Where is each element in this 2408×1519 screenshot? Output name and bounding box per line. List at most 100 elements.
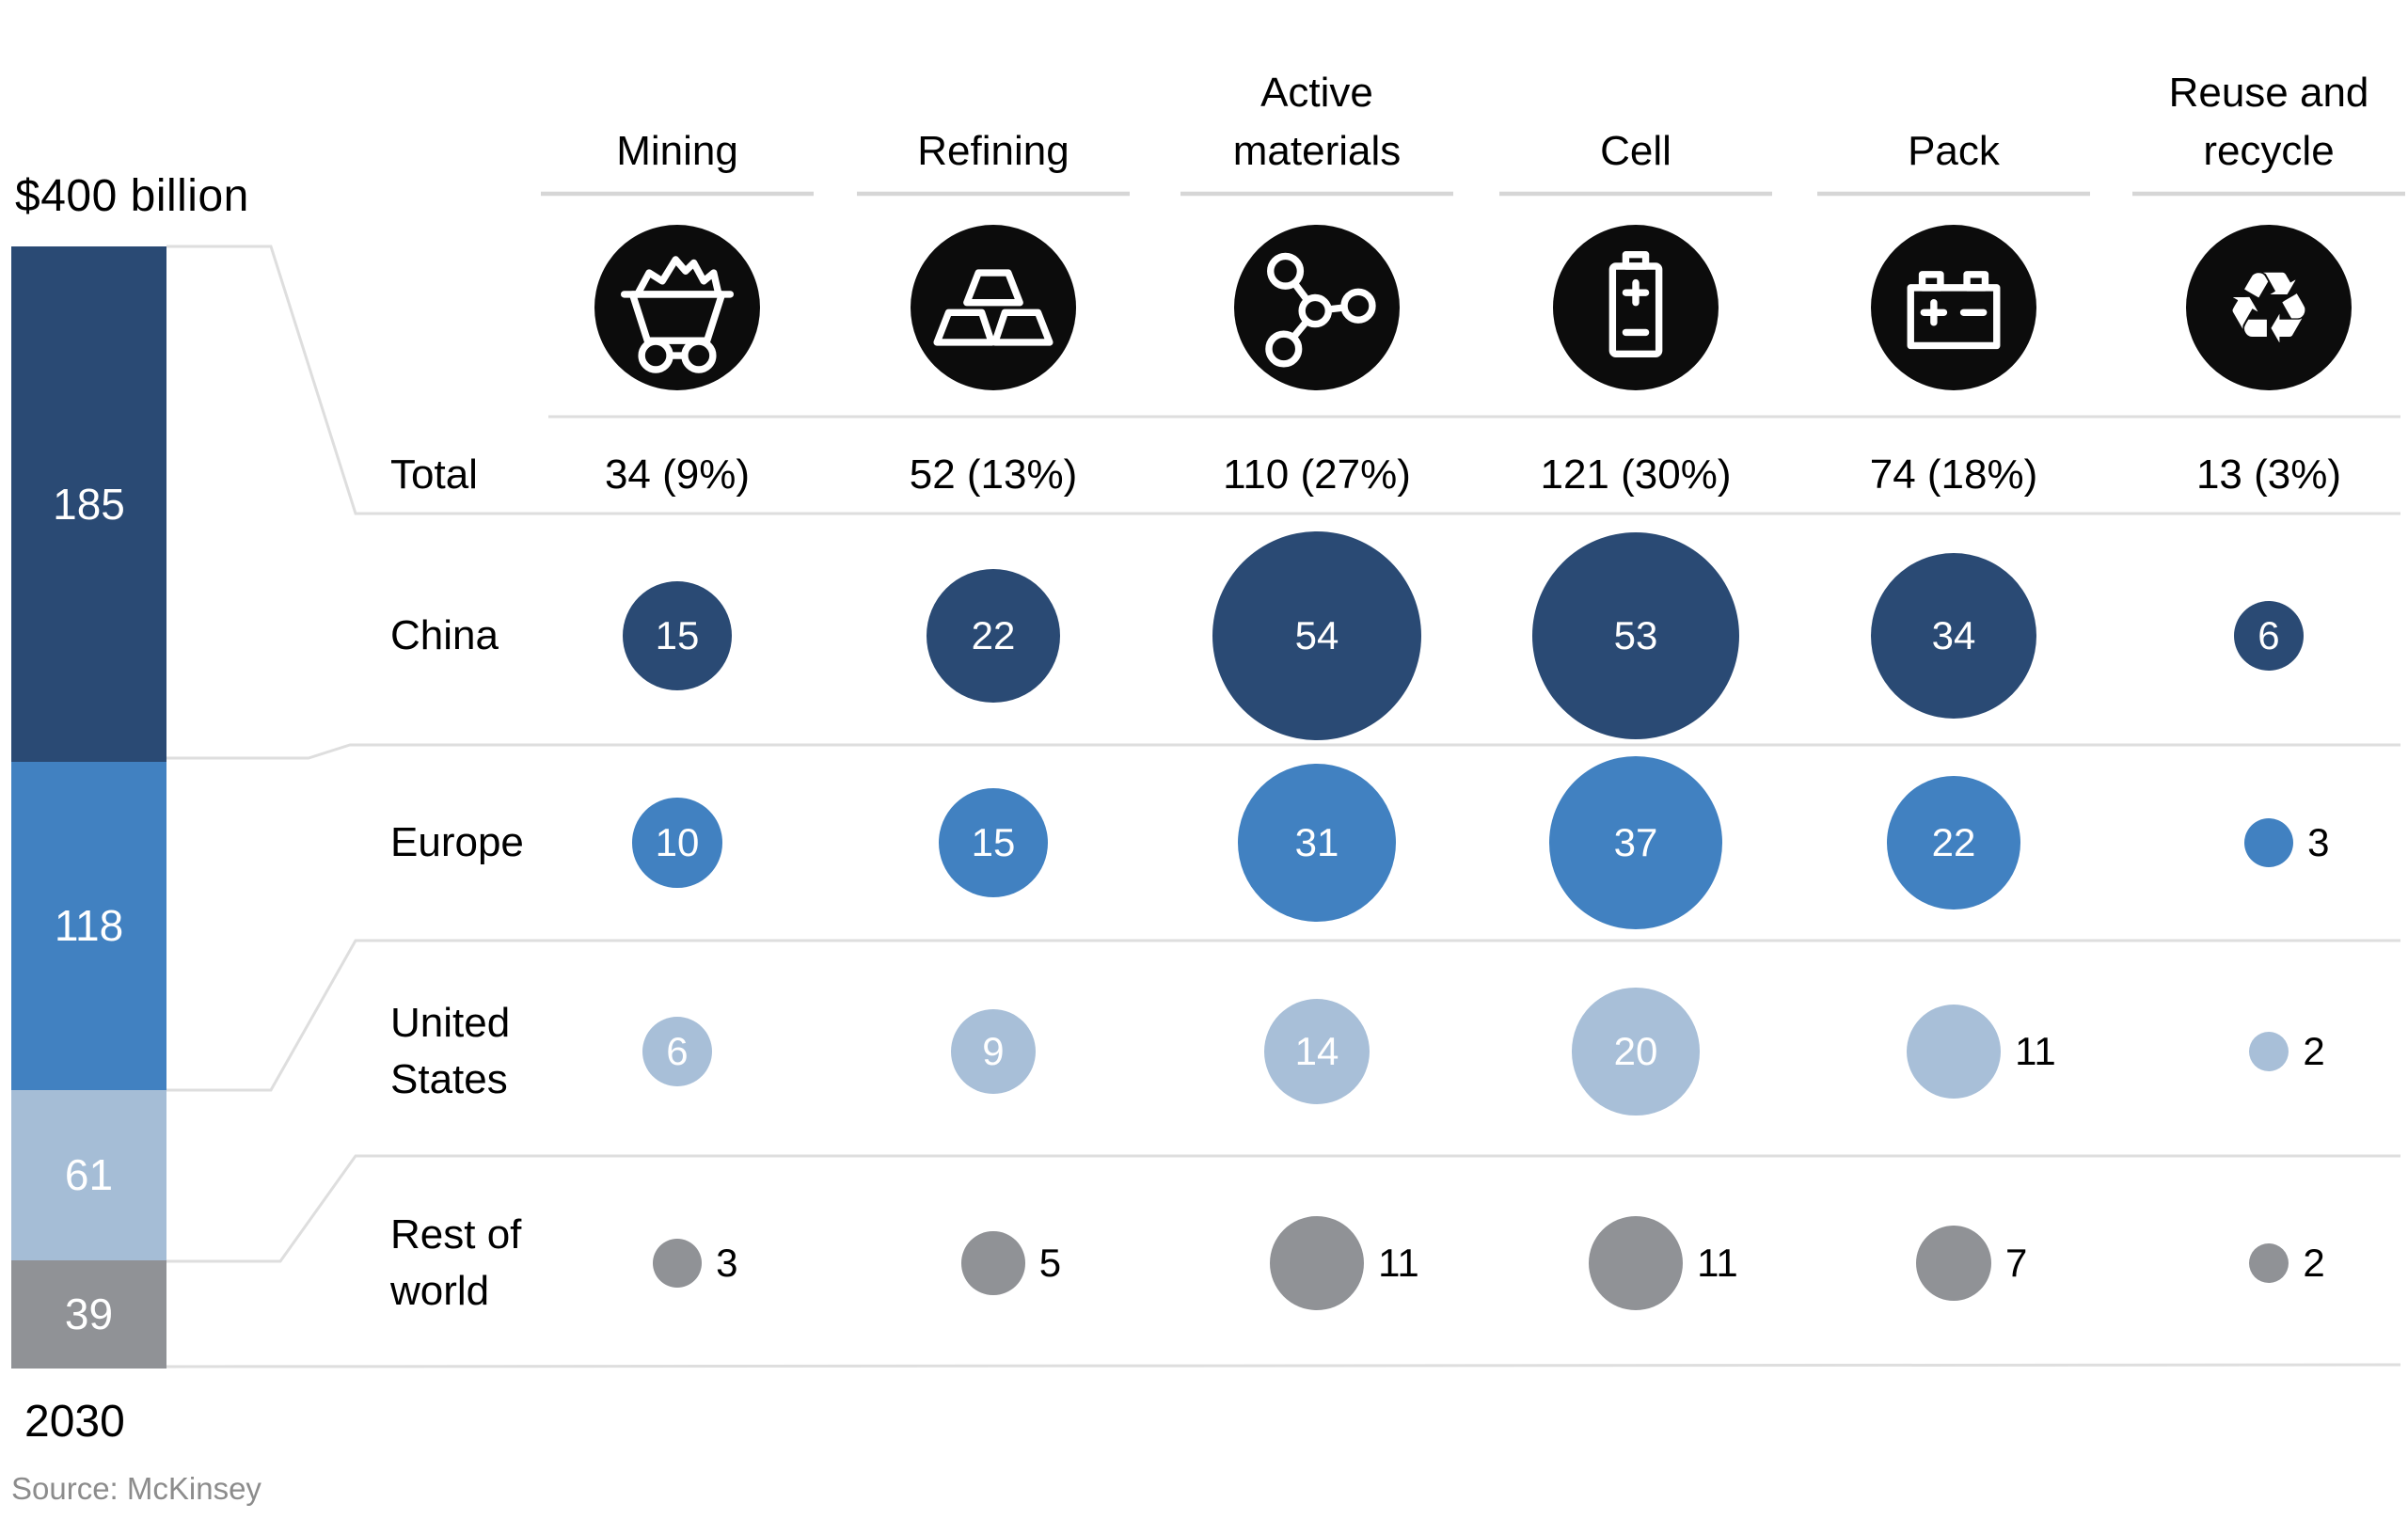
bubble-value: 37: [1613, 819, 1658, 864]
bubble-value: 22: [971, 612, 1016, 657]
bubble-value-rest-of-world-active-materials: 11: [1378, 1241, 1419, 1285]
svg-text:♻: ♻: [2225, 250, 2314, 366]
bubble-united-states-refining: 9: [950, 1008, 1037, 1095]
bubble-value: 15: [971, 819, 1016, 864]
bubble-value: 31: [1294, 819, 1339, 864]
bubble-united-states-pack: [1906, 1004, 2002, 1100]
row-label-line: China: [390, 612, 499, 658]
column-header-line: recycle: [2203, 128, 2335, 174]
total-value-cell: 121 (30%): [1540, 451, 1732, 498]
bubble-china-cell: 53: [1532, 532, 1739, 739]
bubble-value-rest-of-world-cell: 11: [1697, 1241, 1738, 1285]
row-label-china: China: [390, 608, 499, 664]
bubble-europe-mining: 10: [632, 798, 722, 888]
bar-segment-185: 185: [11, 246, 166, 762]
bubble-rest-of-world-pack: [1916, 1226, 1991, 1301]
bubble-value-united-states-pack: 11: [2015, 1029, 2056, 1073]
bubble-china-refining: 22: [927, 569, 1060, 703]
total-value-active-materials: 110 (27%): [1223, 451, 1411, 498]
row-label-line: world: [390, 1268, 490, 1314]
bubble-united-states-cell: 20: [1572, 988, 1700, 1116]
bubble-united-states-mining: 6: [642, 1017, 712, 1086]
bubble-china-active-materials: 54: [1212, 531, 1421, 740]
bubble-value: 53: [1613, 612, 1658, 657]
bar-segment-value: 39: [64, 1290, 114, 1339]
bubble-value: 14: [1294, 1028, 1339, 1073]
column-header-reuse-and-recycle: Reuse and recycle: [2099, 64, 2408, 181]
bubble-value-rest-of-world-mining: 3: [716, 1241, 738, 1285]
bubble-value: 15: [655, 612, 700, 657]
total-value-refining: 52 (13%): [909, 451, 1078, 498]
column-header-mining: Mining: [508, 122, 847, 181]
column-header-line: Cell: [1600, 128, 1671, 174]
column-header-line: Active: [1260, 70, 1373, 116]
gold-ingots-icon: [911, 225, 1076, 390]
bubble-value: 9: [982, 1028, 1005, 1073]
bubble-value: 6: [666, 1028, 689, 1073]
bubble-europe-reuse-and-recycle: [2243, 817, 2294, 868]
row-label-rest-of-world: Rest of world: [390, 1207, 521, 1320]
bar-segment-39: 39: [11, 1259, 166, 1369]
column-header-line: Reuse and: [2168, 70, 2369, 116]
column-header-pack: Pack: [1784, 122, 2123, 181]
molecule-icon: [1234, 225, 1400, 390]
bubble-rest-of-world-mining: [652, 1238, 703, 1289]
bubble-value: 20: [1613, 1028, 1658, 1073]
bar-year-label: 2030: [24, 1397, 125, 1447]
bubble-china-reuse-and-recycle: 6: [2234, 601, 2304, 671]
bar-segment-61: 61: [11, 1089, 166, 1260]
bubble-rest-of-world-refining: [961, 1231, 1025, 1295]
bar-segment-value: 185: [53, 479, 125, 529]
mine-cart-icon: [594, 225, 760, 390]
column-header-line: Refining: [917, 128, 1069, 174]
bubble-value-united-states-reuse-and-recycle: 2: [2303, 1029, 2325, 1073]
row-label-united-states: United States: [390, 995, 510, 1108]
bubble-value: 6: [2258, 612, 2280, 657]
total-row-label: Total: [390, 451, 478, 498]
bubble-value-rest-of-world-refining: 5: [1038, 1241, 1062, 1285]
bubble-europe-active-materials: 31: [1237, 763, 1397, 923]
total-value-mining: 34 (9%): [604, 451, 751, 498]
bubble-value-rest-of-world-pack: 7: [2004, 1241, 2028, 1285]
bubble-value-europe-reuse-and-recycle: 3: [2307, 820, 2330, 864]
bubble-rest-of-world-cell: [1588, 1215, 1684, 1311]
battery-cell-icon: [1553, 225, 1719, 390]
row-label-line: Europe: [390, 819, 524, 865]
bubble-europe-pack: 22: [1887, 776, 2020, 910]
stacked-bar-2030: 185 118 61 39: [11, 246, 166, 1369]
bubble-value: 10: [655, 819, 700, 864]
chart-title: $400 billion: [15, 171, 249, 221]
bubble-europe-cell: 37: [1549, 756, 1722, 929]
bubble-united-states-active-materials: 14: [1263, 998, 1370, 1105]
bubble-rest-of-world-reuse-and-recycle: [2248, 1242, 2289, 1284]
bubble-rest-of-world-active-materials: [1269, 1215, 1365, 1311]
column-header-line: Pack: [1908, 128, 2000, 174]
bubble-united-states-reuse-and-recycle: [2248, 1031, 2289, 1072]
row-label-line: States: [390, 1056, 508, 1102]
bubble-value: 22: [1931, 819, 1976, 864]
battery-pack-icon: [1871, 225, 2036, 390]
recycle-icon: ♻: [2186, 225, 2352, 390]
total-value-reuse-and-recycle: 13 (3%): [2195, 451, 2342, 498]
total-value-pack: 74 (18%): [1869, 451, 2038, 498]
bubble-value: 54: [1294, 612, 1339, 657]
bar-segment-value: 118: [54, 901, 124, 951]
column-header-refining: Refining: [824, 122, 1163, 181]
column-header-active-materials: Active materials: [1148, 64, 1486, 181]
row-label-europe: Europe: [390, 815, 524, 871]
bubble-value: 34: [1931, 612, 1976, 657]
row-label-line: Rest of: [390, 1211, 522, 1258]
column-header-cell: Cell: [1466, 122, 1805, 181]
column-header-line: Mining: [616, 128, 738, 174]
source-note: Source: McKinsey: [11, 1471, 261, 1506]
row-label-line: United: [390, 1000, 511, 1046]
column-header-line: materials: [1232, 128, 1402, 174]
bubble-china-pack: 34: [1870, 552, 2037, 720]
bubble-china-mining: 15: [622, 580, 733, 691]
bubble-europe-refining: 15: [938, 787, 1049, 898]
bar-segment-value: 61: [64, 1150, 114, 1200]
bar-segment-118: 118: [11, 761, 166, 1090]
bubble-value-rest-of-world-reuse-and-recycle: 2: [2303, 1241, 2325, 1285]
